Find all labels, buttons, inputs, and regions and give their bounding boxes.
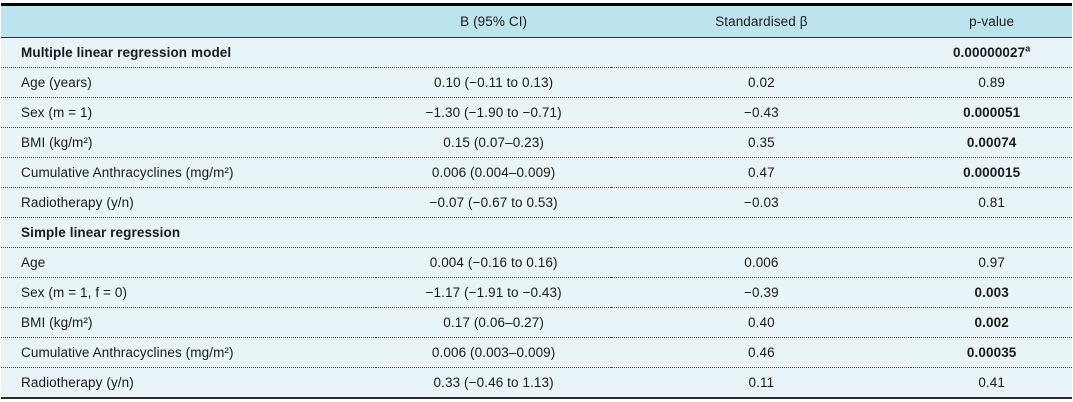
standardised-beta-value: −0.43 [611, 97, 912, 128]
row-label: Cumulative Anthracyclines (mg/m²) [1, 337, 376, 368]
b-ci-value: 0.15 (0.07–0.23) [375, 127, 612, 158]
p-value: 0.003 [911, 277, 1072, 308]
row-label: BMI (kg/m²) [1, 127, 376, 158]
standardised-beta-value: 0.46 [611, 337, 912, 368]
b-ci-value: 0.17 (0.06–0.27) [375, 307, 612, 338]
col-header-b-ci: B (95% CI) [375, 4, 612, 38]
b-ci-value: 0.10 (−0.11 to 0.13) [375, 67, 612, 98]
row-label: Simple linear regression [1, 217, 376, 248]
row-label: Radiotherapy (y/n) [1, 187, 376, 218]
b-ci-value: 0.006 (0.004–0.009) [375, 157, 612, 188]
p-value: 0.00000027a [911, 37, 1072, 68]
b-ci-value: −0.07 (−0.67 to 0.53) [375, 187, 612, 218]
section-row: Simple linear regression [1, 217, 1072, 248]
row-label: Radiotherapy (y/n) [21, 375, 134, 390]
table-row: BMI (kg/m²) 0.15 (0.07–0.23) 0.35 0.00074 [1, 127, 1072, 158]
table-row: Radiotherapy (y/n) −0.07 (−0.67 to 0.53) −… [1, 187, 1072, 218]
standardised-beta-value: 0.40 [611, 307, 912, 338]
table-row: BMI (kg/m²) 0.17 (0.06–0.27) 0.40 0.002 [1, 307, 1072, 338]
b-ci-value [375, 37, 612, 68]
b-ci-value: −1.30 (−1.90 to −0.71) [375, 97, 612, 128]
p-value: 0.89 [911, 67, 1072, 98]
row-label: Sex (m = 1) [1, 97, 376, 128]
row-label: Multiple linear regression model [1, 37, 376, 68]
p-value: 0.97 [911, 247, 1072, 278]
statistics-table: B (95% CI) Standardised β p-value Multip… [1, 3, 1072, 399]
b-ci-value [375, 217, 612, 248]
standardised-beta-value: 0.47 [611, 157, 912, 188]
p-value: 0.000051 [911, 97, 1072, 128]
section-row: Multiple linear regression model 0.000000… [1, 37, 1072, 68]
standardised-beta-value: −0.39 [611, 277, 912, 308]
table-row: Age 0.004 (−0.16 to 0.16) 0.006 0.97 [1, 247, 1072, 278]
table-row: Age (years) 0.10 (−0.11 to 0.13) 0.02 0.89 [1, 67, 1072, 98]
p-value [911, 217, 1072, 248]
table-row: Cumulative Anthracyclines (mg/m²) 0.006 (… [1, 337, 1072, 368]
standardised-beta-value: 0.35 [611, 127, 912, 158]
standardised-beta-value: 0.11 [748, 375, 775, 390]
table-row: Sex (m = 1, f = 0) −1.17 (−1.91 to −0.43)… [1, 277, 1072, 308]
p-value: 0.41 [978, 375, 1005, 390]
standardised-beta-value [611, 217, 912, 248]
p-value: 0.00035 [911, 337, 1072, 368]
b-ci-value: −1.17 (−1.91 to −0.43) [375, 277, 612, 308]
p-value: 0.81 [911, 187, 1072, 218]
table-body: Multiple linear regression model 0.000000… [1, 37, 1072, 399]
b-ci-value: 0.004 (−0.16 to 0.16) [375, 247, 612, 278]
table-row: Radiotherapy (y/n) 0.33 (−0.46 to 1.13) 0.… [1, 368, 1072, 399]
standardised-beta-value: 0.006 [611, 247, 912, 278]
row-label: Age [1, 247, 376, 278]
p-value: 0.00074 [911, 127, 1072, 158]
p-value: 0.002 [911, 307, 1072, 338]
header-row: B (95% CI) Standardised β p-value [1, 4, 1072, 38]
col-header-standardised-beta: Standardised β [611, 4, 912, 38]
table-row: Cumulative Anthracyclines (mg/m²) 0.006 (… [1, 157, 1072, 188]
row-label: BMI (kg/m²) [1, 307, 376, 338]
row-label: Age (years) [1, 67, 376, 98]
footnote-marker: a [1025, 43, 1031, 54]
p-value: 0.000015 [911, 157, 1072, 188]
b-ci-value: 0.006 (0.003–0.009) [375, 337, 612, 368]
standardised-beta-value: 0.02 [611, 67, 912, 98]
table-row: Sex (m = 1) −1.30 (−1.90 to −0.71) −0.43 0.… [1, 97, 1072, 128]
row-label: Sex (m = 1, f = 0) [1, 277, 376, 308]
col-header-variable [1, 4, 376, 38]
b-ci-value: 0.33 (−0.46 to 1.13) [433, 375, 554, 390]
col-header-p-value: p-value [911, 4, 1072, 38]
standardised-beta-value [611, 37, 912, 68]
standardised-beta-value: −0.03 [611, 187, 912, 218]
row-label: Cumulative Anthracyclines (mg/m²) [1, 157, 376, 188]
